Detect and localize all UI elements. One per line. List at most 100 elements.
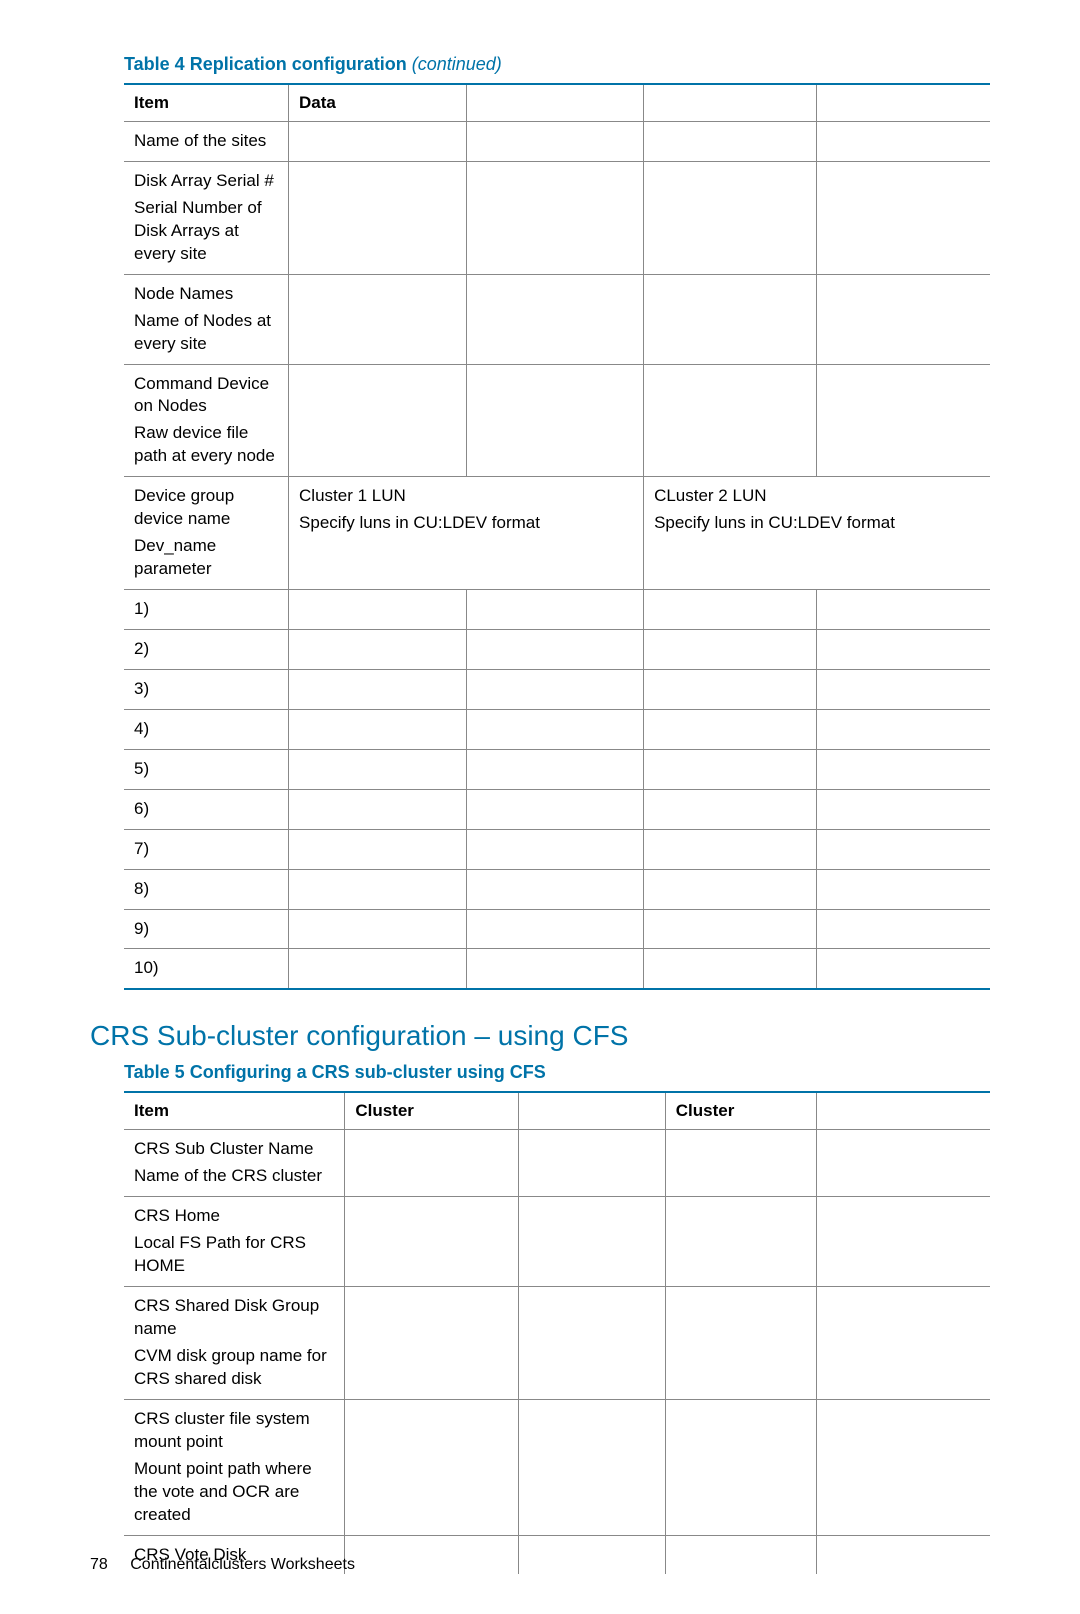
table-row: 5): [124, 749, 990, 789]
cell-blank: [289, 909, 467, 949]
table5: Item Cluster Cluster CRS Sub Cluster Nam…: [124, 1091, 990, 1574]
cell-item-sub: Raw device file path at every node: [134, 422, 278, 468]
cell-blank: [289, 789, 467, 829]
table-row: CRS Shared Disk Group name CVM disk grou…: [124, 1287, 990, 1400]
cell-cluster2-main: CLuster 2 LUN: [654, 486, 766, 505]
cell-blank: [665, 1535, 817, 1574]
table5-h-blank1: [518, 1092, 665, 1130]
cell-item: CRS Sub Cluster Name Name of the CRS clu…: [124, 1130, 345, 1197]
cell-blank: [345, 1535, 518, 1574]
cell-blank: [644, 161, 817, 274]
cell-blank: [466, 122, 644, 162]
cell-blank: [817, 949, 990, 989]
cell-blank: [289, 829, 467, 869]
cell-blank: [289, 161, 467, 274]
cell-blank: [289, 364, 467, 477]
cell-cluster2: CLuster 2 LUN Specify luns in CU:LDEV fo…: [644, 477, 990, 590]
cell-blank: [817, 749, 990, 789]
table4-caption: Table 4 Replication configuration (conti…: [124, 54, 990, 75]
cell-item: Disk Array Serial # Serial Number of Dis…: [124, 161, 289, 274]
cell-item-main: CRS Home: [134, 1206, 220, 1225]
cell-blank: [289, 709, 467, 749]
table-row: CRS cluster file system mount point Moun…: [124, 1399, 990, 1535]
cell-cluster1-main: Cluster 1 LUN: [299, 486, 406, 505]
cell-blank: [466, 669, 644, 709]
table-row: CRS Home Local FS Path for CRS HOME: [124, 1197, 990, 1287]
cell-blank: [817, 909, 990, 949]
cell-blank: [644, 829, 817, 869]
cell-blank: [466, 869, 644, 909]
cell-blank: [817, 122, 990, 162]
table4-h-blank1: [466, 84, 644, 122]
cell-blank: [289, 122, 467, 162]
footer-chapter: Continentalclusters Worksheets: [130, 1556, 355, 1573]
table-row: Node Names Name of Nodes at every site: [124, 274, 990, 364]
table-row: Device group device name Dev_name parame…: [124, 477, 990, 590]
cell-item: 1): [124, 590, 289, 630]
cell-blank: [644, 122, 817, 162]
cell-item: 10): [124, 949, 289, 989]
table5-h-cluster-b: Cluster: [665, 1092, 817, 1130]
cell-blank: [289, 749, 467, 789]
cell-blank: [466, 629, 644, 669]
cell-item-main: CRS Sub Cluster Name: [134, 1139, 314, 1158]
cell-cluster2-sub: Specify luns in CU:LDEV format: [654, 512, 980, 535]
cell-item: 5): [124, 749, 289, 789]
cell-blank: [466, 709, 644, 749]
cell-blank: [345, 1130, 518, 1197]
cell-item: CRS cluster file system mount point Moun…: [124, 1399, 345, 1535]
table4: Item Data Name of the sites Disk Array S…: [124, 83, 990, 990]
cell-blank: [817, 1197, 990, 1287]
cell-item: CRS Shared Disk Group name CVM disk grou…: [124, 1287, 345, 1400]
table5-h-item: Item: [124, 1092, 345, 1130]
section-heading-crs: CRS Sub-cluster configuration – using CF…: [90, 1020, 990, 1052]
table4-h-blank3: [817, 84, 990, 122]
cell-blank: [466, 590, 644, 630]
cell-item: Name of the sites: [124, 122, 289, 162]
cell-blank: [817, 1287, 990, 1400]
cell-blank: [289, 949, 467, 989]
table-row: 9): [124, 909, 990, 949]
cell-item-main: CRS Shared Disk Group name: [134, 1296, 319, 1338]
cell-blank: [466, 789, 644, 829]
cell-blank: [817, 161, 990, 274]
cell-item: 8): [124, 869, 289, 909]
cell-blank: [466, 749, 644, 789]
cell-blank: [817, 829, 990, 869]
table-row: 2): [124, 629, 990, 669]
table4-h-blank2: [644, 84, 817, 122]
cell-blank: [466, 949, 644, 989]
cell-blank: [817, 364, 990, 477]
cell-blank: [817, 709, 990, 749]
cell-item: 3): [124, 669, 289, 709]
cell-blank: [817, 669, 990, 709]
cell-blank: [466, 829, 644, 869]
cell-item-sub: Mount point path where the vote and OCR …: [134, 1458, 334, 1527]
cell-blank: [466, 364, 644, 477]
cell-blank: [466, 909, 644, 949]
cell-blank: [665, 1130, 817, 1197]
table-row: 1): [124, 590, 990, 630]
table-row: 10): [124, 949, 990, 989]
table-row: 8): [124, 869, 990, 909]
cell-blank: [289, 669, 467, 709]
cell-blank: [644, 669, 817, 709]
table5-h-blank2: [817, 1092, 990, 1130]
cell-item-main: Node Names: [134, 284, 233, 303]
cell-blank: [289, 274, 467, 364]
page-footer: 78 Continentalclusters Worksheets: [90, 1556, 355, 1574]
cell-blank: [644, 590, 817, 630]
page-number: 78: [90, 1556, 108, 1573]
cell-blank: [644, 909, 817, 949]
cell-blank: [817, 629, 990, 669]
cell-blank: [644, 789, 817, 829]
cell-blank: [665, 1399, 817, 1535]
table4-caption-main: Table 4 Replication configuration: [124, 54, 412, 74]
page: Table 4 Replication configuration (conti…: [0, 0, 1080, 1614]
table-row: 3): [124, 669, 990, 709]
table5-header-row: Item Cluster Cluster: [124, 1092, 990, 1130]
cell-item: Node Names Name of Nodes at every site: [124, 274, 289, 364]
cell-blank: [345, 1197, 518, 1287]
cell-blank: [289, 629, 467, 669]
cell-blank: [817, 1535, 990, 1574]
